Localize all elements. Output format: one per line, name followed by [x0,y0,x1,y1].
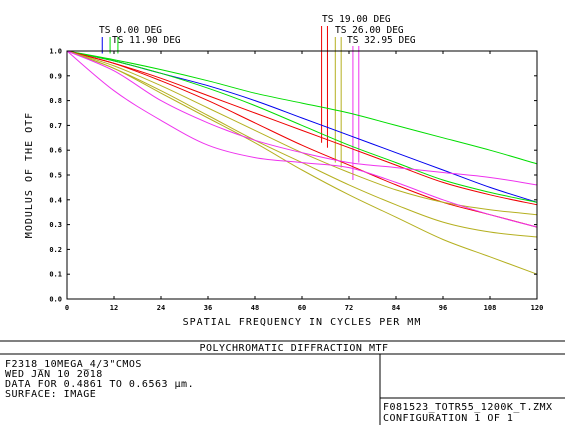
axis-tick-labels: 0 12 24 36 48 60 72 84 96 108 120 0.0 0.1 0.2 0.3 0.4 0.… [49,48,543,313]
y-tick-label-2: 0.2 [49,246,62,254]
y-axis-label: MODULUS OF THE OTF [24,112,35,238]
mtf-curve-1 [66,50,538,165]
configuration-label: CONFIGURATION 1 OF 1 [383,413,513,424]
file-name: F081523_TOTR55_1200K_T.ZMX [383,402,553,413]
legend-entry-0: TS 0.00 DEG [99,25,162,36]
run-date: WED JAN 10 2018 [5,369,103,380]
legend-entry-4: TS 32.95 DEG [347,35,416,46]
x-tick-label-0: 0 [65,304,69,312]
mtf-curve-5 [66,50,538,216]
y-tick-label-1: 0.1 [49,271,62,279]
x-tick-label-1: 12 [110,304,118,312]
axis-ticks [66,50,538,300]
x-tick-label-3: 36 [204,304,212,312]
x-tick-label-8: 96 [439,304,447,312]
legend-entry-2: TS 19.00 DEG [322,14,391,25]
mtf-curve-8 [66,50,538,186]
mtf-curve-4 [66,50,538,228]
x-tick-label-4: 48 [251,304,259,312]
x-tick-label-9: 108 [484,304,497,312]
mtf-curve-0 [66,50,538,203]
lens-name: F2318_10MEGA_4/3"CMOS [5,359,142,370]
legend-entry-3: TS 26.00 DEG [335,25,404,36]
x-tick-label-7: 84 [392,304,400,312]
y-tick-label-7: 0.7 [49,122,62,130]
legend-entry-1: TS 11.90 DEG [112,35,181,46]
y-tick-label-4: 0.4 [49,196,62,204]
surface-label: SURFACE: IMAGE [5,389,96,400]
mtf-curve-9 [66,50,538,228]
chart-title: POLYCHROMATIC DIFFRACTION MTF [199,343,388,354]
y-tick-label-5: 0.5 [49,172,62,180]
legend-marker-lines [101,26,360,180]
mtf-curve-2 [66,50,538,206]
wavelength-range: DATA FOR 0.4861 TO 0.6563 µm. [5,379,194,390]
x-tick-label-5: 60 [298,304,306,312]
mtf-curve-7 [66,50,538,275]
y-tick-label-10: 1.0 [49,48,62,56]
x-axis-label: SPATIAL FREQUENCY IN CYCLES PER MM [183,317,422,328]
y-tick-label-0: 0.0 [49,296,62,304]
x-tick-label-10: 120 [531,304,544,312]
mtf-curves [66,50,538,275]
x-tick-label-2: 24 [157,304,165,312]
y-tick-label-8: 0.8 [49,97,62,105]
y-tick-label-3: 0.3 [49,221,62,229]
mtf-curve-3 [66,50,538,203]
y-tick-label-6: 0.6 [49,147,62,155]
x-tick-label-6: 72 [345,304,353,312]
y-tick-label-9: 0.9 [49,72,62,80]
